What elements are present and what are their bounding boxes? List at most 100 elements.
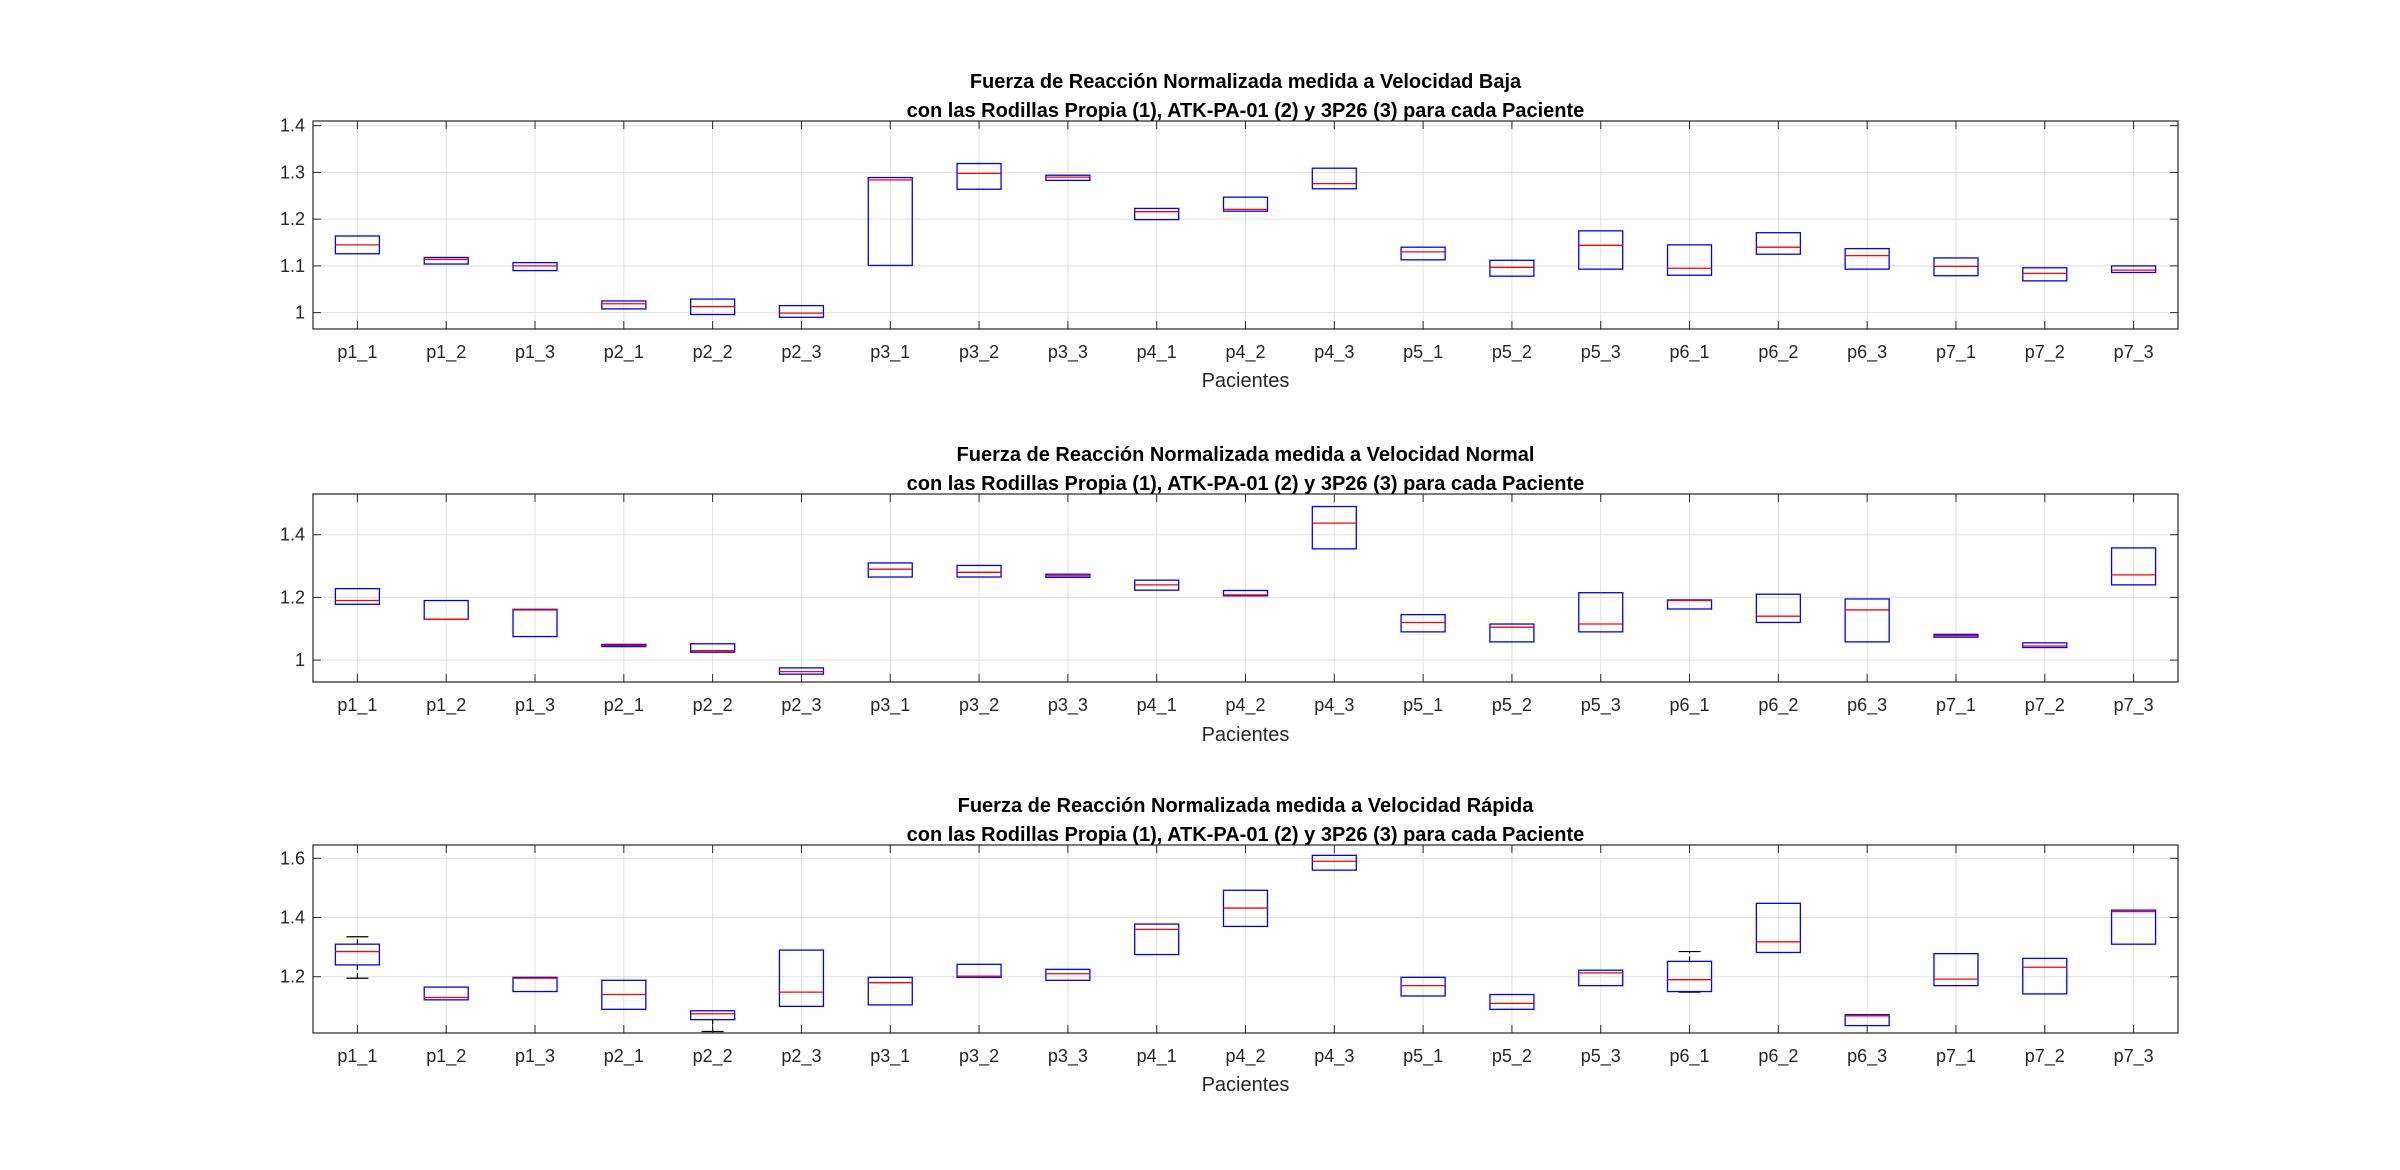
box-p1_2 [423, 599, 469, 620]
chart-subtitle: con las Rodillas Propia (1), ATK-PA-01 (… [907, 473, 1585, 495]
box-p6_2 [1755, 232, 1802, 255]
x-tick-label: p7_1 [1936, 342, 1976, 363]
box-iqr [1222, 589, 1269, 597]
box-p2_2 [689, 643, 736, 653]
box-iqr [601, 300, 647, 310]
box-iqr [778, 949, 825, 1008]
box-iqr [1489, 623, 1535, 643]
box-iqr [1134, 923, 1180, 956]
box-iqr [1311, 854, 1357, 871]
x-tick-label: p3_1 [870, 695, 910, 716]
y-tick-label: 1.3 [280, 162, 305, 182]
box-p1_1 [334, 587, 381, 605]
x-axis-label: Pacientes [1202, 370, 1290, 392]
box-p4_3 [1311, 167, 1357, 190]
box-p7_2 [2022, 957, 2068, 995]
x-tick-label: p7_2 [2025, 342, 2065, 363]
x-tick-label: p7_3 [2114, 695, 2154, 716]
box-p6_3 [1844, 598, 1890, 643]
x-tick-label: p1_3 [515, 342, 555, 363]
box-p1_2 [423, 256, 469, 265]
box-p2_3 [778, 949, 825, 1008]
x-tick-label: p4_3 [1314, 695, 1354, 716]
box-iqr [423, 256, 469, 265]
chart-title: Fuerza de Reacción Normalizada medida a … [957, 444, 1535, 466]
box-p6_3 [1844, 247, 1890, 270]
x-tick-label: p4_2 [1225, 695, 1265, 716]
box-p7_3 [2110, 909, 2157, 945]
box-p4_2 [1222, 889, 1269, 928]
x-tick-label: p2_2 [693, 1046, 733, 1067]
x-tick-label: p5_3 [1581, 342, 1621, 363]
box-iqr [778, 304, 825, 318]
x-tick-label: p5_3 [1581, 695, 1621, 716]
box-p3_1 [867, 976, 913, 1006]
box-p3_2 [956, 963, 1002, 978]
y-tick-label: 1.2 [280, 967, 305, 987]
box-p3_3 [1045, 174, 1091, 182]
y-tick-label: 1.2 [280, 587, 305, 607]
x-tick-label: p2_3 [781, 342, 821, 363]
box-iqr [1755, 902, 1802, 954]
x-tick-label: p4_3 [1314, 1046, 1354, 1067]
box-iqr [1134, 207, 1180, 221]
box-p5_2 [1489, 623, 1535, 643]
x-tick-label: p6_2 [1758, 1046, 1798, 1067]
box-p2_3 [778, 304, 825, 318]
x-tick-label: p4_1 [1137, 1046, 1177, 1067]
y-tick-label: 1.1 [280, 256, 305, 276]
x-tick-label: p2_2 [693, 695, 733, 716]
x-tick-label: p3_1 [870, 1046, 910, 1067]
box-iqr [2022, 957, 2068, 995]
x-tick-label: p3_3 [1048, 1046, 1088, 1067]
box-iqr [1578, 592, 1624, 633]
x-tick-label: p5_1 [1403, 342, 1443, 363]
x-tick-label: p5_2 [1492, 1046, 1532, 1067]
box-iqr [689, 1010, 736, 1021]
box-p2_1 [601, 300, 647, 310]
box-iqr [1045, 968, 1091, 981]
box-p1_1 [334, 936, 381, 979]
box-iqr [2110, 547, 2157, 586]
box-p6_1 [1666, 244, 1713, 276]
chart-panel-1: p1_1 p1_2 p1_3 p2_1 p2_2 p2_3 p3_1 p3_2 p3_3 p4_1… [280, 71, 2179, 392]
x-tick-label: p4_2 [1225, 342, 1265, 363]
x-tick-label: p4_2 [1225, 1046, 1265, 1067]
x-tick-label: p7_1 [1936, 695, 1976, 716]
box-p1_3 [512, 608, 558, 638]
box-p2_1 [601, 643, 647, 648]
x-tick-label: p2_1 [604, 1046, 644, 1067]
x-tick-label: p7_1 [1936, 1046, 1976, 1067]
x-tick-label: p5_2 [1492, 342, 1532, 363]
box-p2_1 [601, 979, 647, 1010]
box-iqr [1755, 593, 1802, 624]
box-p1_3 [512, 261, 558, 272]
box-iqr [956, 564, 1002, 578]
box-iqr [1844, 598, 1890, 643]
box-p6_2 [1755, 902, 1802, 954]
box-p7_1 [1933, 953, 1979, 987]
x-tick-label: p1_1 [337, 695, 377, 716]
x-tick-label: p6_2 [1758, 342, 1798, 363]
x-tick-label: p6_3 [1847, 342, 1887, 363]
box-p5_1 [1400, 976, 1446, 997]
chart-panel-2: p1_1 p1_2 p1_3 p2_1 p2_2 p2_3 p3_1 p3_2 p3_3 p4_1… [280, 444, 2179, 746]
x-tick-label: p3_3 [1048, 342, 1088, 363]
box-p1_1 [334, 235, 381, 255]
box-p5_3 [1578, 592, 1624, 633]
box-iqr [1578, 230, 1624, 270]
x-tick-label: p5_2 [1492, 695, 1532, 716]
box-iqr [1400, 613, 1446, 633]
y-tick-label: 1 [295, 303, 305, 323]
box-p5_3 [1578, 969, 1624, 987]
box-p3_2 [956, 564, 1002, 578]
x-axis-label: Pacientes [1202, 1074, 1290, 1096]
box-p7_2 [2022, 267, 2068, 282]
x-tick-label: p7_3 [2114, 1046, 2154, 1067]
box-iqr [512, 976, 558, 993]
box-iqr [2110, 909, 2157, 945]
box-iqr [1933, 953, 1979, 987]
box-iqr [2022, 642, 2068, 649]
box-p4_2 [1222, 589, 1269, 597]
